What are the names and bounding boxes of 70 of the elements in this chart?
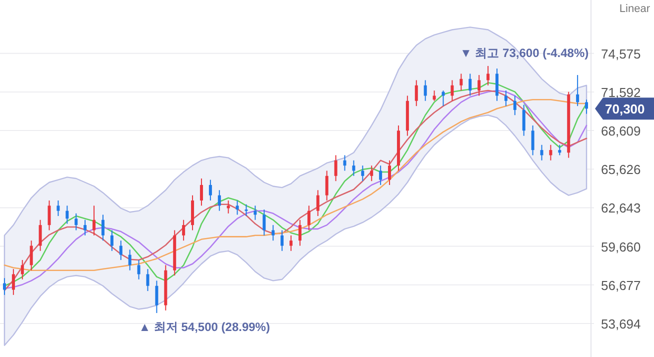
candlestick: [495, 68, 498, 102]
candlestick: [414, 80, 418, 107]
y-tick-label: 53,694: [601, 316, 641, 332]
candlestick: [585, 99, 588, 114]
candlestick: [361, 165, 364, 182]
candlestick: [388, 160, 392, 186]
candlestick: [226, 200, 230, 214]
candlestick: [316, 190, 320, 217]
candlestick: [468, 73, 472, 96]
candlestick: [504, 90, 508, 107]
candlestick: [208, 179, 212, 201]
candlestick: [244, 204, 248, 217]
candlestick: [334, 154, 338, 182]
y-tick-label: 56,677: [601, 278, 641, 293]
candlestick: [38, 219, 42, 252]
candlestick: [272, 224, 275, 242]
candlestick: [558, 144, 562, 156]
y-tick-label: 71,592: [601, 84, 641, 100]
candlestick: [155, 280, 158, 314]
candlestick: [424, 80, 427, 102]
candlestick: [137, 259, 140, 280]
candlestick: [74, 212, 78, 231]
y-tick-label: 68,609: [601, 124, 641, 139]
text: Linear: [619, 3, 650, 15]
candlestick: [290, 234, 293, 252]
candlestick: [298, 219, 302, 246]
candlestick: [576, 74, 580, 107]
candlestick: [379, 165, 382, 186]
candlestick: [531, 124, 534, 156]
y-tick-label: 65,626: [601, 162, 641, 178]
candlestick: [48, 200, 51, 231]
annotation: ▼ 최고 73,600 (-4.48%): [460, 46, 589, 60]
candlestick: [2, 278, 6, 296]
candlestick: [343, 154, 346, 172]
candlestick: [262, 209, 266, 236]
candlestick: [540, 144, 544, 161]
candlestick: [30, 240, 33, 271]
candlestick: [119, 240, 122, 260]
candlestick: [522, 104, 526, 136]
candlestick: [128, 249, 132, 271]
candlestick: [12, 268, 15, 296]
candlestick: [307, 205, 310, 231]
candlestick: [84, 219, 87, 236]
text: 70,300: [605, 102, 645, 117]
y-tick-label: 74,575: [601, 46, 641, 62]
candlestick: [549, 144, 552, 161]
candlestick: [56, 200, 60, 217]
candlestick: [20, 259, 24, 280]
candlestick: [66, 205, 69, 224]
candlestick: [486, 65, 490, 86]
candlestick: [92, 205, 96, 236]
candlestick: [182, 219, 186, 242]
candlestick: [280, 230, 284, 252]
candlestick: [513, 95, 516, 116]
candlestick: [146, 268, 150, 292]
candlestick: [325, 170, 328, 201]
candlestick: [478, 74, 481, 96]
y-tick-label: 62,643: [601, 200, 641, 216]
candlestick: [352, 160, 356, 176]
candlestick: [432, 90, 436, 102]
candlestick: [101, 214, 104, 242]
candlestick: [218, 190, 221, 212]
annotation: ▲ 최저 54,500 (28.99%): [138, 320, 270, 334]
candlestick: [460, 73, 463, 92]
candlestick: [450, 80, 454, 102]
candlestick: [370, 165, 374, 182]
candlestick: [236, 200, 239, 216]
candlestick: [110, 230, 114, 252]
candlestick: [200, 178, 203, 206]
y-tick-label: 59,660: [601, 239, 641, 254]
